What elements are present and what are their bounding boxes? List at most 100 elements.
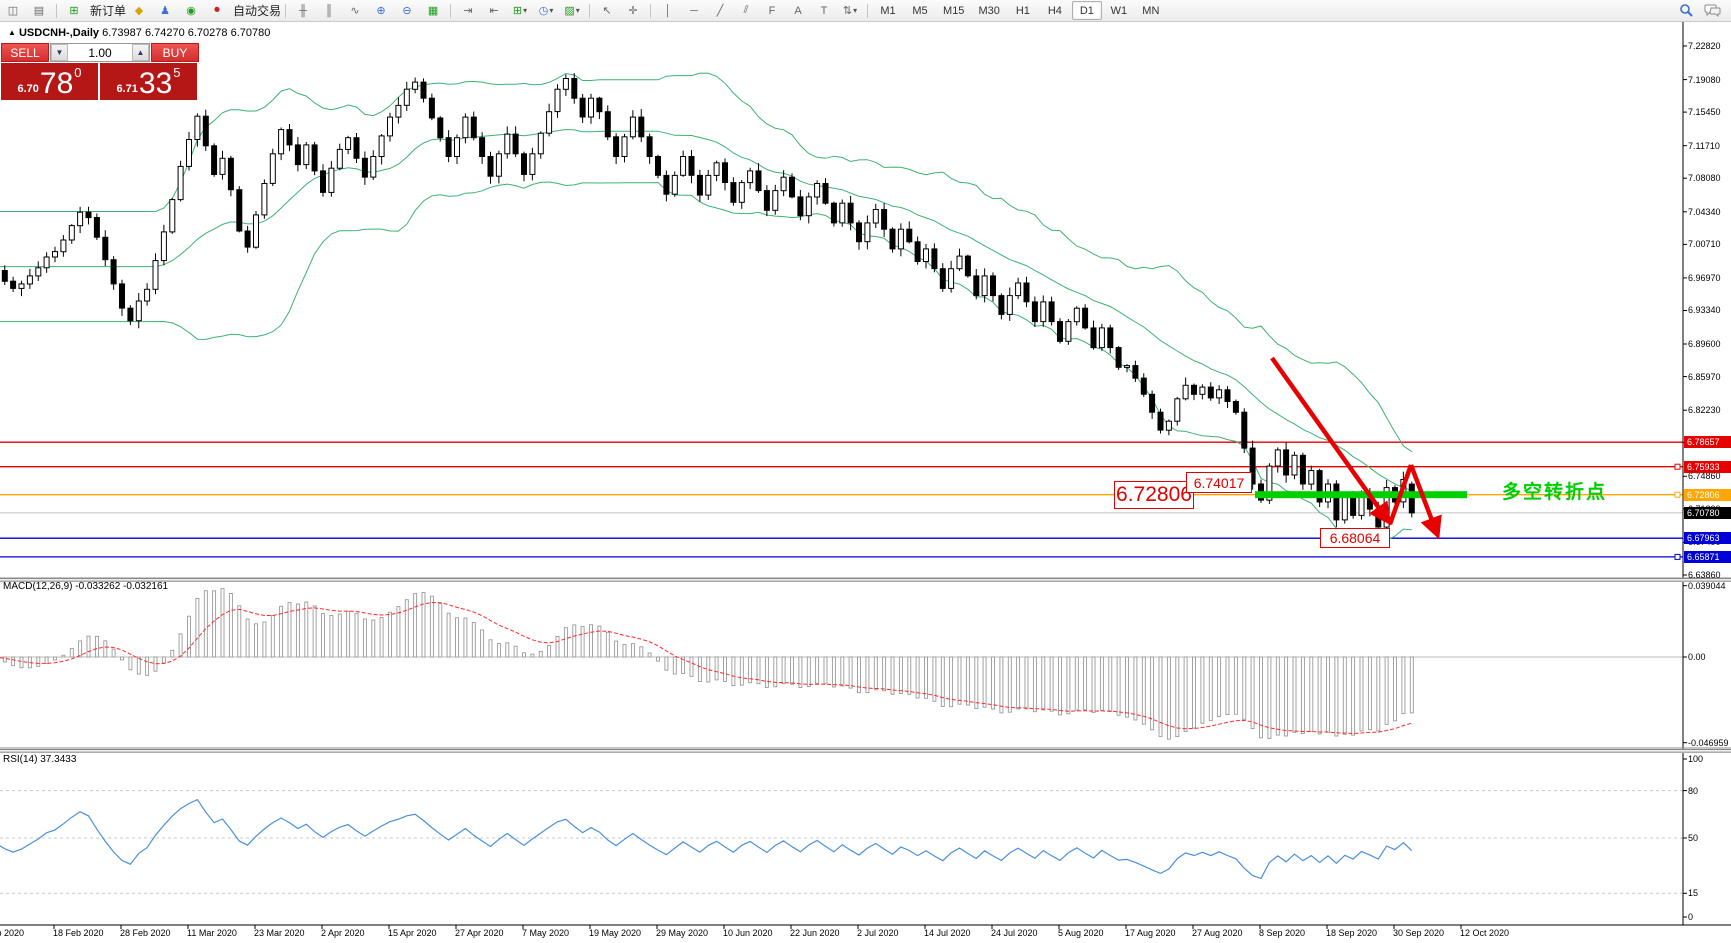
candle-body[interactable] (847, 202, 854, 224)
label-icon[interactable]: T (820, 4, 828, 17)
candle-body[interactable] (1308, 470, 1315, 485)
timeframe-m1[interactable]: M1 (880, 4, 896, 17)
candle-body[interactable] (789, 176, 795, 198)
candle-body[interactable] (278, 129, 285, 155)
timeframe-w1[interactable]: W1 (1110, 4, 1128, 17)
candle-body[interactable] (1408, 483, 1415, 514)
timeframe-d1[interactable]: D1 (1071, 1, 1102, 20)
candle-body[interactable] (68, 225, 75, 241)
candle-body[interactable] (956, 255, 963, 270)
timeframe-m15[interactable]: M15 (943, 4, 965, 17)
add-indicator-icon[interactable]: ⊞ ▾ (512, 5, 528, 17)
candle-body[interactable] (1199, 386, 1206, 395)
candle-body[interactable] (1, 270, 8, 282)
candle-body[interactable] (135, 300, 142, 322)
candle-body[interactable] (629, 116, 636, 138)
candle-body[interactable] (462, 116, 469, 139)
candle-body[interactable] (420, 81, 427, 99)
candle-body[interactable] (763, 190, 770, 211)
fibonacci-icon[interactable]: F (768, 4, 776, 17)
candle-body[interactable] (1266, 465, 1273, 501)
candle-body[interactable] (663, 174, 670, 195)
candle-body[interactable] (353, 137, 360, 159)
candle-body[interactable] (320, 170, 326, 193)
volume-decrease-button[interactable]: ▼ (51, 44, 68, 61)
candle-body[interactable] (194, 115, 201, 140)
candle-body[interactable] (370, 156, 377, 178)
candle-body[interactable] (328, 167, 335, 193)
candle-body[interactable] (571, 78, 578, 99)
hline-icon[interactable]: ─ (690, 4, 698, 17)
candle-body[interactable] (1040, 301, 1047, 323)
cursor-icon[interactable]: ↖ (602, 5, 612, 17)
candle-body[interactable] (93, 217, 100, 238)
candle-body[interactable] (495, 153, 502, 177)
candle-body[interactable] (253, 214, 259, 248)
candle-body[interactable] (428, 97, 435, 119)
chart-shift-icon[interactable]: ⇤ (489, 5, 499, 17)
candle-body[interactable] (144, 288, 151, 302)
candle-body[interactable] (1140, 377, 1147, 395)
candle-body[interactable] (1065, 321, 1072, 342)
candle-body[interactable] (1216, 389, 1223, 399)
candle-body[interactable] (77, 211, 84, 227)
candle-body[interactable] (227, 157, 234, 191)
line-handle-6.72806[interactable] (1674, 491, 1681, 498)
candle-body[interactable] (747, 170, 754, 184)
candle-body[interactable] (805, 196, 812, 217)
candle-body[interactable] (361, 157, 368, 178)
candle-body[interactable] (780, 176, 787, 192)
candle-body[interactable] (797, 196, 804, 217)
candle-body[interactable] (311, 144, 318, 172)
candle-body[interactable] (1174, 398, 1181, 422)
volume-spinner[interactable]: ▼ 1.00 ▲ (50, 43, 150, 62)
candle-body[interactable] (914, 241, 921, 263)
candle-body[interactable] (1232, 401, 1239, 413)
new-order-label[interactable]: 新订单 (90, 4, 127, 18)
candle-body[interactable] (1115, 347, 1122, 368)
candle-body[interactable] (269, 153, 276, 184)
chat-icon[interactable] (1700, 1, 1724, 20)
candle-body[interactable] (10, 280, 17, 289)
volume-value[interactable]: 1.00 (88, 45, 112, 60)
candle-body[interactable] (864, 222, 871, 243)
buy-price-display[interactable]: 6.71 33 5 (100, 63, 197, 100)
crosshair-icon[interactable]: ✛ (628, 5, 638, 17)
candle-body[interactable] (1098, 327, 1105, 349)
candle-body[interactable] (345, 137, 352, 150)
candle-body[interactable] (102, 236, 109, 261)
candle-body[interactable] (1031, 301, 1038, 323)
panel-separator-rsi[interactable] (0, 749, 1731, 753)
buy-button[interactable]: BUY (151, 43, 199, 62)
candle-body[interactable] (236, 189, 243, 232)
panel-separator-macd[interactable] (0, 578, 1731, 582)
candle-body[interactable] (1224, 389, 1231, 402)
candle-body[interactable] (169, 199, 176, 233)
sell-button[interactable]: SELL (1, 43, 49, 62)
candle-body[interactable] (705, 174, 712, 196)
candle-body[interactable] (688, 156, 695, 176)
chart-canvas[interactable] (0, 22, 1731, 943)
shapes-icon[interactable]: ⇅ ▾ (842, 5, 858, 17)
timeframe-m30[interactable]: M30 (978, 4, 1000, 17)
candle-body[interactable] (1341, 497, 1348, 521)
candle-body[interactable] (336, 148, 343, 169)
candle-body[interactable] (303, 144, 310, 166)
candle-body[interactable] (830, 202, 837, 224)
autoscroll-icon[interactable]: ⇥ (463, 5, 473, 17)
candle-body[interactable] (1249, 447, 1256, 485)
candle-body[interactable] (152, 260, 159, 290)
candle-body[interactable] (504, 133, 511, 155)
candle-body[interactable] (18, 283, 25, 289)
candle-body[interactable] (738, 182, 745, 203)
candle-body[interactable] (839, 202, 846, 224)
candle-body[interactable] (537, 132, 544, 155)
candle-body[interactable] (872, 209, 879, 224)
candle-body[interactable] (755, 170, 762, 192)
candle-body[interactable] (588, 97, 594, 118)
timeframe-h4[interactable]: H4 (1047, 4, 1062, 17)
candle-body[interactable] (211, 145, 218, 176)
candle-body[interactable] (990, 275, 996, 297)
candle-body[interactable] (437, 117, 444, 139)
candle-body[interactable] (906, 228, 913, 243)
